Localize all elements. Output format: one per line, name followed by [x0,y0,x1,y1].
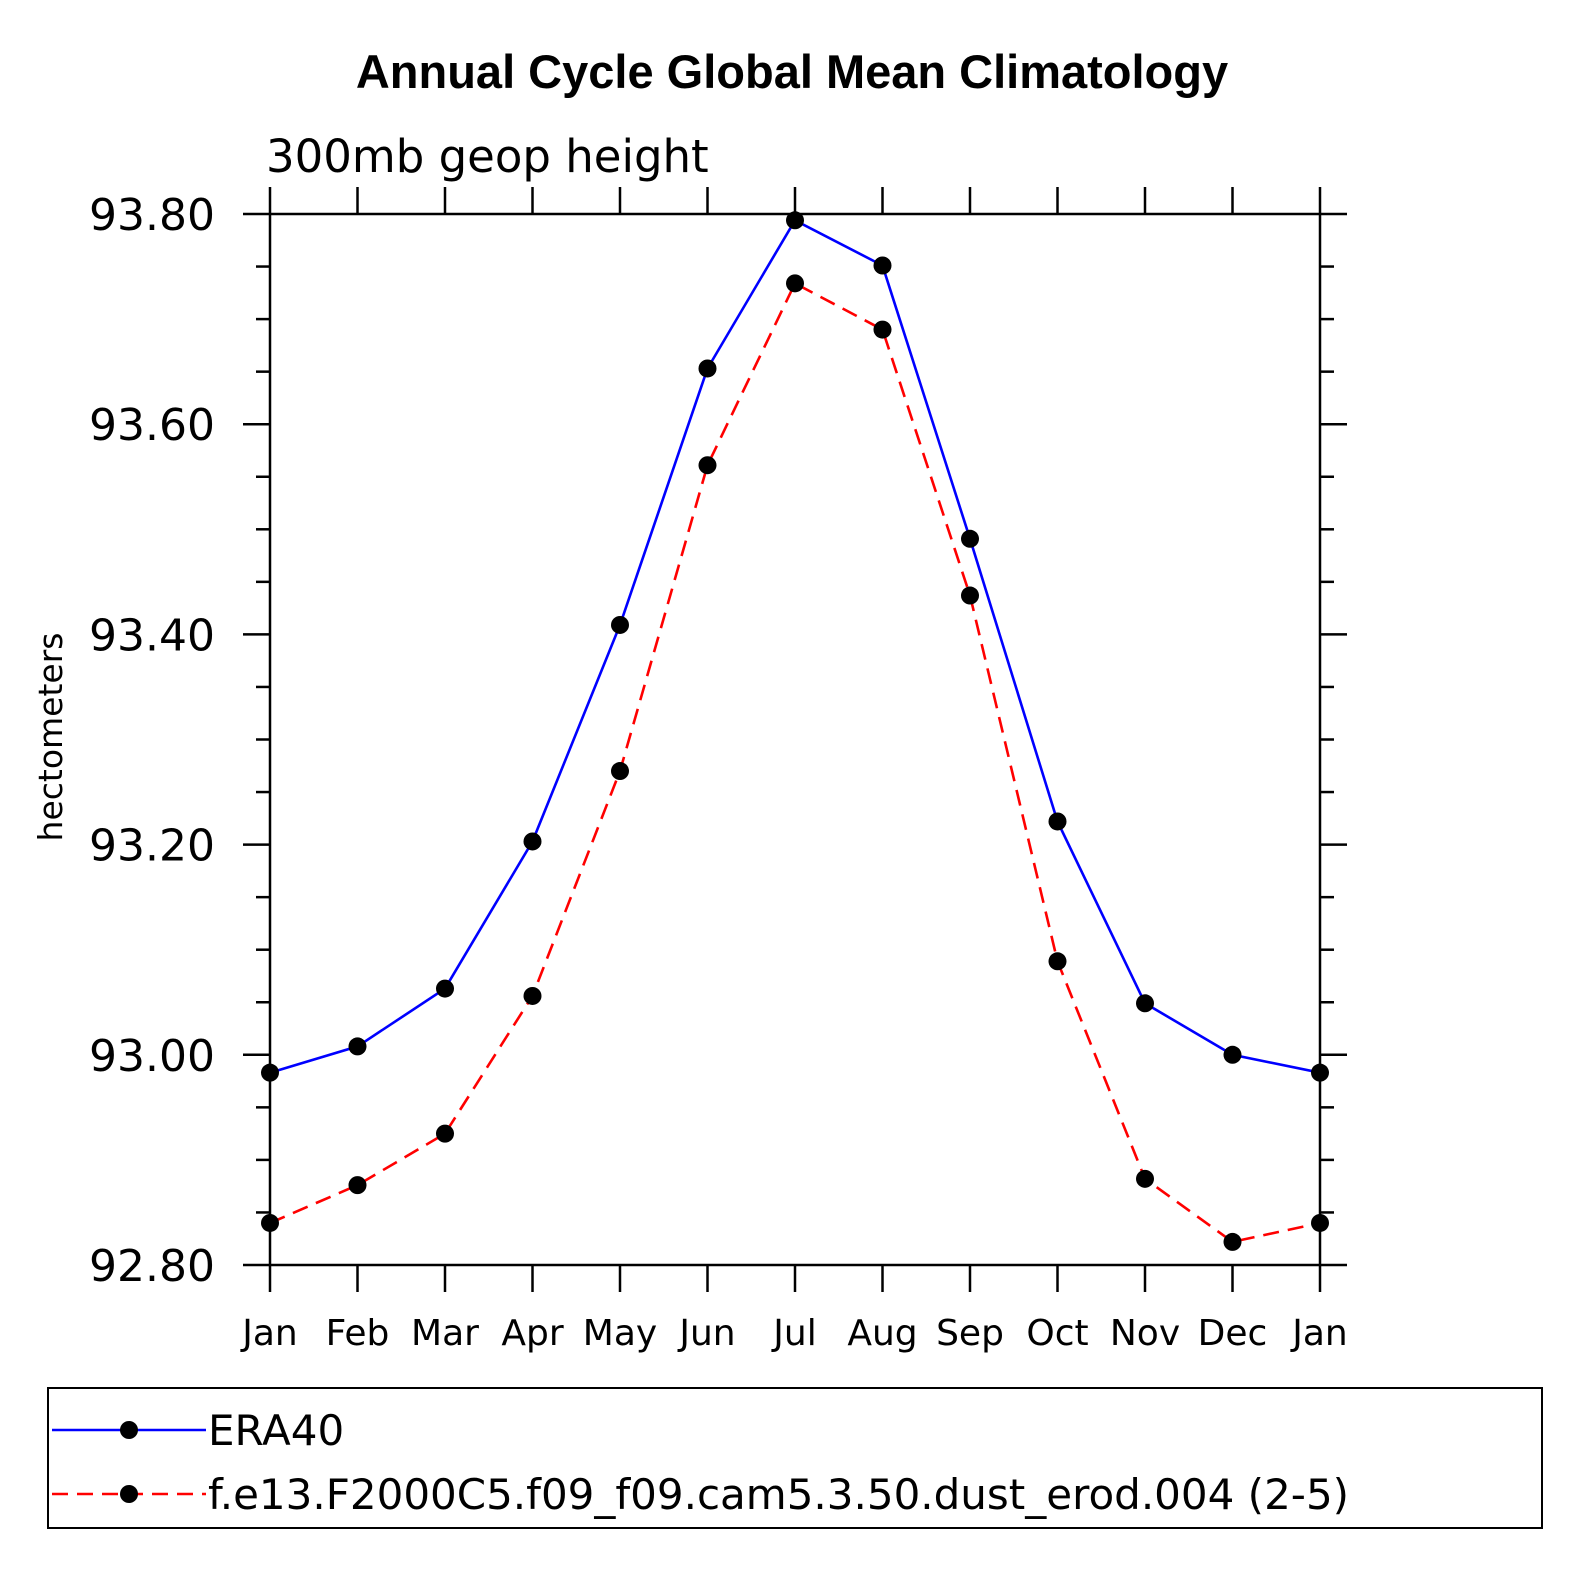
chart-title: Annual Cycle Global Mean Climatology [356,45,1228,98]
x-tick-label: Apr [501,1313,563,1354]
legend-marker [120,1485,138,1503]
x-tick-label: Jan [240,1313,298,1354]
legend-marker [120,1421,138,1439]
data-point [1136,1169,1154,1188]
x-tick-label: Dec [1198,1313,1268,1354]
y-tick-label: 93.60 [89,400,215,451]
x-tick-label: Nov [1110,1313,1180,1354]
x-tick-label: Aug [847,1313,917,1354]
data-point [436,979,454,998]
data-point [698,456,717,475]
data-point [1311,1213,1329,1232]
series-line [269,218,1321,1074]
data-point [786,274,804,293]
x-tick-label: Oct [1026,1313,1088,1354]
data-point [1223,1232,1242,1251]
x-tick-label: Jan [1290,1313,1348,1354]
data-point [1048,952,1067,971]
data-point [261,1063,279,1082]
y-tick-label: 93.80 [89,190,215,241]
y-tick-label: 92.80 [89,1241,215,1292]
data-point [786,211,804,230]
x-tick-label: May [583,1313,657,1354]
data-point [1136,994,1154,1013]
chart-subtitle: 300mb geop height [266,130,709,183]
data-point [348,1176,367,1195]
legend: ERA40 f.e13.F2000C5.f09_f09.cam5.3.50.dus… [47,1387,1543,1529]
plot-frame [268,212,1322,1267]
data-point [873,320,892,339]
data-point [1048,812,1067,831]
x-tick-label: Jun [677,1313,735,1354]
y-tick-label: 93.00 [89,1031,215,1082]
data-point [436,1124,454,1143]
y-tick-label: 93.40 [89,610,215,661]
series-line [269,281,1321,1244]
legend-label: ERA40 [208,1406,344,1455]
data-point [261,1213,279,1232]
plot-area: 92.80 93.00 93.20 93.40 93.60 93.80 Jan Feb Mar A… [89,187,1348,1354]
x-tick-label: Sep [936,1313,1004,1354]
data-point [873,256,892,275]
x-tick-label: Mar [411,1313,479,1354]
x-tick-label: Jul [771,1313,816,1354]
data-point [611,615,629,634]
data-point [1311,1063,1329,1082]
data-point [1223,1045,1242,1064]
data-point [961,586,979,605]
x-tick-label: Feb [326,1313,390,1354]
data-point [348,1037,367,1056]
y-axis-label: hectometers [31,633,70,842]
data-point [611,762,629,781]
data-point [698,359,717,378]
legend-label: f.e13.F2000C5.f09_f09.cam5.3.50.dust_ero… [208,1470,1349,1519]
data-point [961,529,979,548]
data-point [523,986,542,1005]
y-tick-label: 93.20 [89,821,215,872]
legend-box [47,1387,1543,1529]
data-point [523,832,542,851]
